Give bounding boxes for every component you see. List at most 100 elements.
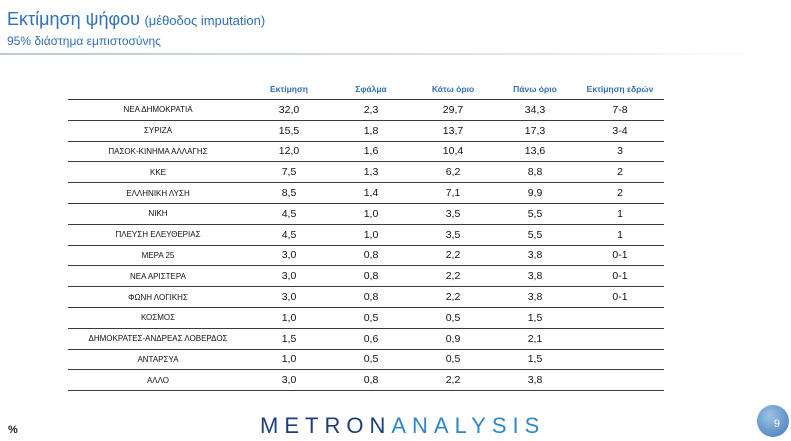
value-cell: 34,3: [494, 99, 576, 121]
value-cell: 7,5: [248, 161, 330, 184]
value-cell: 0-1: [576, 265, 664, 288]
table-row: ΣΥΡΙΖΑ 15,5 1,8 13,7 17,3 3-4: [68, 120, 664, 142]
value-cell: 3: [576, 141, 664, 163]
value-cell: 1,0: [248, 349, 330, 371]
logo-text-metron: METRON: [260, 413, 392, 438]
value-cell: 3,0: [248, 286, 330, 308]
metron-analysis-logo: METRONANALYSIS: [260, 413, 545, 439]
value-cell: 0,5: [330, 307, 412, 329]
column-header: Σφάλμα: [330, 79, 412, 100]
value-cell: 12,0: [248, 141, 330, 163]
value-cell: 1,5: [494, 349, 576, 371]
page-number-badge: 9: [757, 405, 789, 437]
table-row: ΔΗΜΟΚΡΑΤΕΣ-ΑΝΔΡΕΑΣ ΛΟΒΕΡΔΟΣ 1,5 0,6 0,9 2,1: [68, 328, 664, 350]
party-name-cell: ΕΛΛΗΝΙΚΗ ΛΥΣΗ: [68, 182, 248, 204]
value-cell: 2,2: [412, 265, 494, 288]
party-name-cell: ΚΚΕ: [68, 161, 248, 184]
table-row: ΝΕΑ ΔΗΜΟΚΡΑΤΙΑ 32,0 2,3 29,7 34,3 7-8: [68, 99, 664, 121]
party-name-cell: ΠΛΕΥΣΗ ΕΛΕΥΘΕΡΙΑΣ: [68, 224, 248, 246]
value-cell: 4,5: [248, 224, 330, 246]
value-cell: 5,5: [494, 203, 576, 225]
table-row: ΦΩΝΗ ΛΟΓΙΚΗΣ 3,0 0,8 2,2 3,8 0-1: [68, 286, 664, 308]
vote-estimate-table: Εκτίμηση Σφάλμα Κάτω όριο Πάνω όριο Εκτίμηση…: [68, 79, 664, 392]
value-cell: 0,6: [330, 328, 412, 350]
table-body: ΝΕΑ ΔΗΜΟΚΡΑΤΙΑ 32,0 2,3 29,7 34,3 7-8 ΣΥΡΙΖΑ 15…: [68, 99, 664, 392]
column-header: Πάνω όριο: [494, 79, 576, 100]
party-name-cell: ΑΝΤΑΡΣΥΑ: [68, 349, 248, 371]
value-cell: 3,5: [412, 224, 494, 246]
value-cell: 2,2: [412, 369, 494, 392]
logo-text-analysis: ANALYSIS: [391, 413, 546, 438]
party-name-cell: ΝΙΚΗ: [68, 203, 248, 225]
table-row: ΚΟΣΜΟΣ 1,0 0,5 0,5 1,5: [68, 307, 664, 329]
value-cell: 1: [576, 203, 664, 225]
table-row: ΕΛΛΗΝΙΚΗ ΛΥΣΗ 8,5 1,4 7,1 9,9 2: [68, 182, 664, 204]
value-cell: 1,0: [330, 203, 412, 225]
party-name-cell: ΑΛΛΟ: [68, 369, 248, 392]
value-cell: 2: [576, 182, 664, 204]
value-cell: 0,8: [330, 286, 412, 308]
value-cell: 3,0: [248, 369, 330, 392]
value-cell: 32,0: [248, 99, 330, 121]
table-row: ΠΛΕΥΣΗ ΕΛΕΥΘΕΡΙΑΣ 4,5 1,0 3,5 5,5 1: [68, 224, 664, 246]
party-name-cell: ΣΥΡΙΖΑ: [68, 120, 248, 142]
table-row: ΑΛΛΟ 3,0 0,8 2,2 3,8: [68, 369, 664, 392]
value-cell: 0,5: [412, 349, 494, 371]
table-row: ΚΚΕ 7,5 1,3 6,2 8,8 2: [68, 161, 664, 184]
value-cell: 3,0: [248, 265, 330, 288]
value-cell: 0,9: [412, 328, 494, 350]
value-cell: 0,8: [330, 369, 412, 392]
page-subtitle: 95% διάστημα εμπιστοσύνης: [7, 34, 161, 48]
value-cell: 1,5: [248, 328, 330, 350]
value-cell: 3-4: [576, 120, 664, 142]
value-cell: 0,8: [330, 265, 412, 288]
value-cell: 5,5: [494, 224, 576, 246]
value-cell: 3,5: [412, 203, 494, 225]
value-cell: 0-1: [576, 286, 664, 308]
table-row: ΑΝΤΑΡΣΥΑ 1,0 0,5 0,5 1,5: [68, 349, 664, 371]
column-header: Εκτίμηση: [248, 79, 330, 100]
party-name-cell: ΠΑΣΟΚ-ΚΙΝΗΜΑ ΑΛΛΑΓΗΣ: [68, 141, 248, 163]
value-cell: 2,3: [330, 99, 412, 121]
value-cell: 0,8: [330, 245, 412, 267]
value-cell: 1: [576, 224, 664, 246]
value-cell: 1,0: [248, 307, 330, 329]
value-cell: 1,8: [330, 120, 412, 142]
value-cell: 0,5: [330, 349, 412, 371]
value-cell: 8,8: [494, 161, 576, 184]
value-cell: 4,5: [248, 203, 330, 225]
party-name-cell: ΜΕΡΑ 25: [68, 245, 248, 267]
party-name-cell: ΝΕΑ ΔΗΜΟΚΡΑΤΙΑ: [68, 99, 248, 121]
value-cell: 1,3: [330, 161, 412, 184]
column-header: [68, 79, 248, 100]
table-row: ΝΙΚΗ 4,5 1,0 3,5 5,5 1: [68, 203, 664, 225]
value-cell: 2,2: [412, 245, 494, 267]
page-title: Εκτίμηση ψήφου (μέθοδος imputation): [7, 10, 265, 29]
title-main: Εκτίμηση ψήφου: [7, 9, 140, 29]
value-cell: 0,5: [412, 307, 494, 329]
column-header: Κάτω όριο: [412, 79, 494, 100]
party-name-cell: ΦΩΝΗ ΛΟΓΙΚΗΣ: [68, 286, 248, 308]
value-cell: 15,5: [248, 120, 330, 142]
value-cell: 3,8: [494, 286, 576, 308]
value-cell: 3,0: [248, 245, 330, 267]
value-cell: 10,4: [412, 141, 494, 163]
value-cell: 1,0: [330, 224, 412, 246]
value-cell: [576, 369, 664, 392]
header-divider: [0, 53, 760, 55]
value-cell: 13,6: [494, 141, 576, 163]
value-cell: [576, 349, 664, 371]
value-cell: 8,5: [248, 182, 330, 204]
value-cell: [576, 328, 664, 350]
value-cell: 17,3: [494, 120, 576, 142]
value-cell: 1,6: [330, 141, 412, 163]
title-method: (μέθοδος imputation): [144, 13, 266, 28]
value-cell: 3,8: [494, 245, 576, 267]
value-cell: 1,4: [330, 182, 412, 204]
value-cell: 13,7: [412, 120, 494, 142]
table-row: ΝΕΑ ΑΡΙΣΤΕΡΑ 3,0 0,8 2,2 3,8 0-1: [68, 265, 664, 288]
value-cell: 6,2: [412, 161, 494, 184]
column-header: Εκτίμηση εδρών: [576, 79, 664, 100]
value-cell: 7,1: [412, 182, 494, 204]
unit-label: %: [8, 424, 18, 436]
